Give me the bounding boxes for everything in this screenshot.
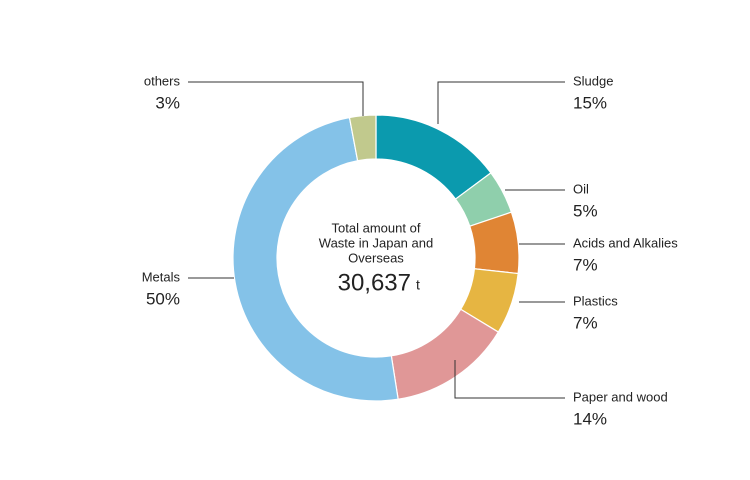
donut (232, 114, 520, 402)
value-label: 7% (573, 255, 598, 274)
donut-segment (390, 308, 500, 400)
category-label: others (144, 73, 181, 88)
center-text: Overseas (348, 250, 404, 265)
center-text: Total amount of (332, 220, 421, 235)
category-label: Sludge (573, 73, 613, 88)
value-label: 50% (146, 289, 180, 308)
value-label: 3% (155, 93, 180, 112)
leader-line (188, 81, 364, 116)
donut-segment (232, 116, 399, 402)
category-label: Plastics (573, 293, 618, 308)
labels: Sludge 15% Oil 5% Acids and Alkalies 7% Plasti… (142, 73, 679, 428)
value-label: 15% (573, 93, 607, 112)
leader-line (437, 81, 565, 124)
category-label: Metals (142, 269, 181, 284)
category-label: Oil (573, 181, 589, 196)
value-label: 5% (573, 201, 598, 220)
category-label: Acids and Alkalies (573, 235, 678, 250)
donut-segment (348, 114, 377, 162)
total-unit: t (416, 277, 420, 293)
center-text: Waste in Japan and (319, 235, 433, 250)
total-value: 30,637 (338, 269, 411, 296)
category-label: Paper and wood (573, 389, 668, 404)
leader-line (454, 360, 565, 399)
value-label: 7% (573, 313, 598, 332)
value-label: 14% (573, 409, 607, 428)
